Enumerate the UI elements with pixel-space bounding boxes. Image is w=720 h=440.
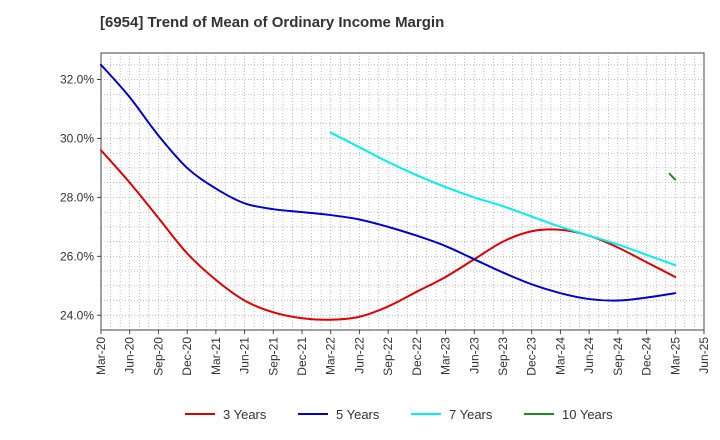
- x-tick-label: Dec-20: [180, 337, 194, 376]
- x-tick-label: Jun-22: [352, 337, 366, 374]
- grid: [101, 53, 704, 330]
- legend-label: 7 Years: [449, 407, 493, 422]
- x-axis: Mar-20 Jun-20 Sep-20 Dec-20 Mar-21 Jun-21 Sep-…: [94, 330, 711, 376]
- x-tick-label: Sep-24: [611, 337, 625, 376]
- x-tick-label: Mar-21: [209, 337, 223, 375]
- y-axis: 24.0% 26.0% 28.0% 30.0% 32.0%: [60, 73, 101, 322]
- x-tick-label: Jun-25: [697, 337, 711, 374]
- series-line-7-years: [329, 131, 677, 267]
- y-tick-label: 32.0%: [60, 73, 94, 87]
- x-tick-label: Sep-23: [496, 337, 510, 376]
- x-tick-label: Jun-21: [238, 337, 252, 374]
- y-tick-label: 28.0%: [60, 190, 94, 204]
- plot-frame: [100, 52, 705, 331]
- series-lines: [100, 63, 677, 321]
- x-tick-label: Jun-20: [123, 337, 137, 374]
- x-tick-label: Dec-22: [410, 337, 424, 376]
- x-tick-label: Mar-23: [439, 337, 453, 375]
- chart-title: [6954] Trend of Mean of Ordinary Income …: [100, 14, 445, 31]
- x-tick-label: Sep-22: [381, 337, 395, 376]
- legend-label: 10 Years: [562, 407, 613, 422]
- legend-label: 3 Years: [223, 407, 267, 422]
- x-tick-label: Jun-24: [582, 337, 596, 374]
- x-tick-label: Sep-21: [266, 337, 280, 376]
- x-tick-label: Jun-23: [467, 337, 481, 374]
- x-tick-label: Mar-24: [553, 337, 567, 375]
- x-tick-label: Sep-20: [151, 337, 165, 376]
- x-tick-label: Mar-22: [324, 337, 338, 375]
- x-tick-label: Dec-21: [295, 337, 309, 376]
- series-line-10-years: [668, 172, 677, 181]
- legend: 3 Years 5 Years 7 Years 10 Years: [185, 407, 613, 422]
- legend-label: 5 Years: [336, 407, 380, 422]
- x-tick-label: Mar-25: [668, 337, 682, 375]
- x-tick-label: Mar-20: [94, 337, 108, 375]
- y-tick-label: 30.0%: [60, 131, 94, 145]
- x-tick-label: Dec-23: [525, 337, 539, 376]
- y-tick-label: 24.0%: [60, 308, 94, 322]
- series-line-5-years: [100, 63, 677, 302]
- x-tick-label: Dec-24: [640, 337, 654, 376]
- y-tick-label: 26.0%: [60, 249, 94, 263]
